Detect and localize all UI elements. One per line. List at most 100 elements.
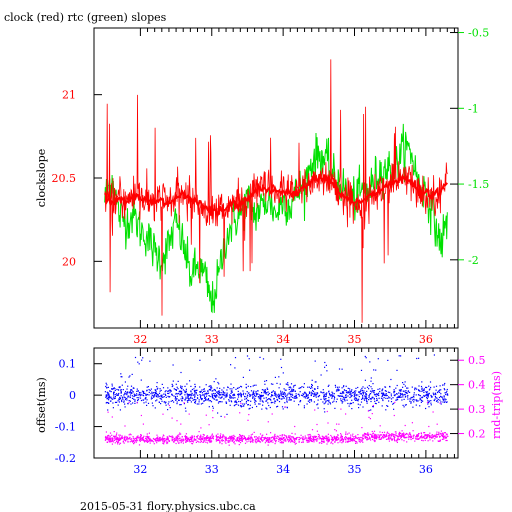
offset-point (220, 392, 222, 394)
offset-point (111, 397, 113, 399)
offset-point (340, 395, 342, 397)
rnd-trip-point (355, 441, 358, 443)
rnd-trip-point (435, 435, 437, 437)
offset-point (298, 387, 300, 389)
offset-point (291, 388, 293, 390)
rnd-trip-point (209, 440, 211, 442)
offset-point (113, 394, 115, 396)
offset-point (381, 395, 383, 398)
offset-point (106, 391, 108, 393)
rnd-trip-point (304, 435, 306, 437)
offset-point (217, 402, 220, 404)
rnd-trip-point (166, 441, 168, 443)
rnd-trip-point (212, 436, 214, 438)
offset-point (333, 398, 335, 400)
offset-point (393, 392, 395, 394)
offset-point (234, 400, 236, 402)
offset-point (428, 406, 430, 408)
offset-point (288, 399, 290, 401)
y2-tick-label: -1 (468, 102, 479, 115)
rnd-trip-point (200, 439, 202, 441)
rnd-trip-point (340, 435, 342, 437)
offset-point (364, 387, 366, 389)
rnd-trip-point (188, 413, 190, 415)
rnd-trip-point (292, 441, 294, 443)
offset-point (216, 387, 218, 389)
offset-point (237, 396, 240, 398)
rnd-trip-point (142, 437, 144, 439)
offset-point (412, 406, 414, 408)
offset-point (351, 399, 353, 401)
y-tick-label: -0.2 (55, 452, 76, 465)
offset-point (278, 387, 280, 389)
rnd-trip-point (241, 434, 244, 437)
rnd-trip-point (382, 434, 384, 436)
offset-point (176, 401, 178, 403)
offset-point (252, 391, 254, 393)
rnd-trip-point (344, 438, 346, 440)
rnd-trip-point (121, 436, 123, 438)
offset-point (185, 388, 187, 390)
rnd-trip-point (186, 439, 188, 441)
offset-point (212, 395, 214, 397)
rnd-trip-point (319, 436, 321, 438)
offset-point (276, 382, 278, 384)
offset-point (400, 355, 402, 357)
offset-point (443, 396, 445, 398)
offset-point (265, 407, 267, 409)
rnd-trip-point (384, 436, 386, 438)
offset-point (425, 386, 427, 388)
rnd-trip-point (401, 439, 403, 441)
offset-point (194, 391, 196, 393)
offset-point (175, 383, 177, 385)
rnd-trip-point (145, 438, 148, 440)
offset-point (443, 395, 445, 397)
rnd-trip-point (268, 439, 270, 441)
offset-point (246, 355, 249, 357)
rnd-trip-point (205, 414, 207, 416)
offset-point (443, 388, 445, 390)
rnd-trip-point (281, 437, 283, 439)
rnd-trip-point (399, 437, 402, 439)
offset-point (278, 376, 280, 378)
offset-point (158, 395, 160, 397)
offset-point (214, 393, 216, 395)
rnd-trip-point (431, 434, 433, 436)
rnd-trip-point (149, 439, 151, 441)
rnd-trip-point (200, 441, 202, 443)
offset-point (427, 395, 429, 397)
offset-point (339, 395, 341, 397)
rnd-trip-point (288, 435, 290, 437)
rnd-trip-point (340, 437, 342, 439)
offset-point (289, 397, 291, 399)
offset-point (385, 393, 387, 395)
offset-point (413, 396, 415, 398)
rnd-trip-point (106, 438, 108, 440)
offset-point (120, 391, 122, 393)
offset-point (446, 390, 448, 392)
offset-point (204, 397, 207, 399)
offset-point (208, 395, 210, 397)
offset-point (382, 393, 384, 395)
rnd-trip-point (200, 427, 202, 429)
rnd-trip-point (239, 434, 241, 436)
offset-point (427, 393, 429, 395)
offset-point (331, 397, 333, 399)
rnd-trip-point (222, 434, 224, 436)
rnd-trip-point (373, 440, 375, 442)
rnd-trip-point (250, 436, 252, 438)
rnd-trip-point (396, 435, 398, 437)
offset-point (180, 371, 182, 374)
rnd-trip-point (388, 434, 390, 436)
rnd-trip-point (202, 436, 204, 438)
rnd-trip-point (210, 441, 212, 443)
rnd-trip-point (215, 440, 217, 442)
offset-point (327, 385, 329, 387)
rnd-trip-point (393, 434, 395, 436)
rnd-trip-point (320, 438, 322, 440)
rnd-trip-point (119, 442, 122, 444)
rnd-trip-point (248, 438, 250, 440)
offset-point (377, 358, 379, 360)
rnd-trip-point (190, 438, 192, 440)
offset-point (286, 383, 288, 385)
